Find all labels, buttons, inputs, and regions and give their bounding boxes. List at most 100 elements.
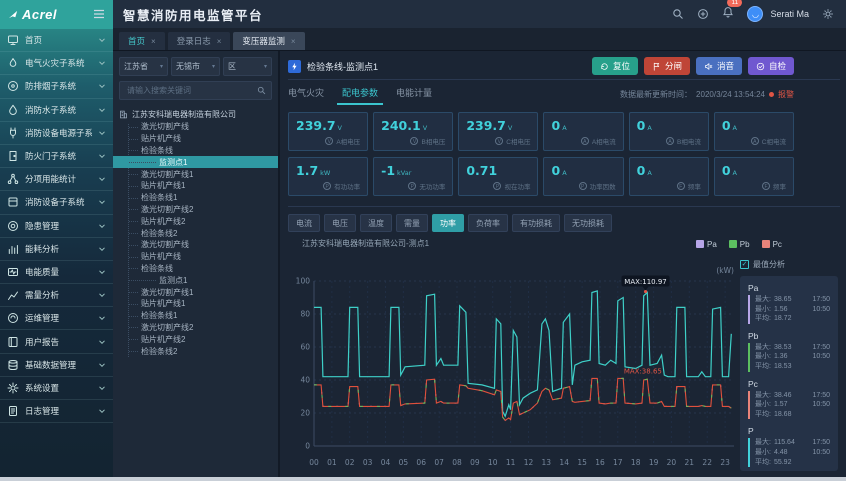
page-tab-label: 变压器监测	[242, 36, 285, 46]
tree-node-label: 检验条线1	[141, 311, 178, 321]
svg-text:09: 09	[470, 458, 480, 467]
metric-pill-0[interactable]: 电流	[288, 214, 320, 232]
tree-node-13[interactable]: 监测点1	[113, 274, 278, 286]
sidebar-item-hazard-mgmt[interactable]: 隐患管理	[0, 215, 113, 238]
sidebar-item-power-quality[interactable]: 电能质量	[0, 261, 113, 285]
share-icon	[7, 174, 19, 185]
city-select[interactable]: 无锡市 ▾	[171, 57, 220, 76]
param-tab-1[interactable]: 配电参数	[337, 86, 384, 105]
tree-node-19[interactable]: 检验条线2	[113, 345, 278, 357]
tree-connector	[129, 315, 138, 317]
alarm-label[interactable]: 报警	[778, 90, 794, 99]
menu-toggle-icon[interactable]	[93, 6, 105, 24]
tree-node-17[interactable]: 激光切割产线2	[113, 322, 278, 334]
avatar[interactable]: ◡	[747, 6, 764, 22]
tree-node-18[interactable]: 贴片机产线2	[113, 333, 278, 345]
metric-pill-6[interactable]: 有功损耗	[512, 214, 560, 232]
card-label: B相电流	[676, 139, 701, 146]
sidebar-item-label: 系统设置	[25, 382, 60, 393]
param-card-0: 239.7 V V A相电压	[288, 112, 369, 151]
stats-series-name: P	[748, 426, 754, 437]
tree-node-10[interactable]: 激光切割产线	[113, 239, 278, 251]
metric-pill-1[interactable]: 电压	[324, 214, 356, 232]
horizontal-scrollbar[interactable]	[0, 477, 846, 481]
max-min-analysis-checkbox[interactable]: ✓ 最值分析	[740, 259, 838, 270]
tree-node-5[interactable]: 贴片机产线1	[113, 180, 278, 192]
sidebar-item-user-report[interactable]: 用户报告	[0, 330, 113, 354]
sidebar-item-base-data-mgmt[interactable]: 基础数据管理	[0, 354, 113, 377]
page-tab-1[interactable]: 登录日志 ×	[167, 32, 231, 50]
sidebar-item-electrical-fire[interactable]: 电气火灾子系统	[0, 52, 113, 76]
tree-node-9[interactable]: 检验条线2	[113, 227, 278, 239]
metric-circle-icon: V	[495, 137, 504, 145]
sidebar-item-fire-water[interactable]: 消防水子系统	[0, 99, 113, 122]
tree-node-12[interactable]: 检验条线	[113, 263, 278, 275]
sidebar-item-sub-energy-stat[interactable]: 分项用能统计	[0, 168, 113, 192]
district-select[interactable]: 区 ▾	[223, 57, 272, 76]
page-tab-2[interactable]: 变压器监测 ×	[233, 32, 305, 50]
tree-node-7[interactable]: 激光切割产线2	[113, 204, 278, 216]
user-name[interactable]: Serati Ma	[770, 9, 809, 19]
settings-gear-icon[interactable]	[822, 8, 834, 20]
card-unit: A	[732, 124, 737, 132]
svg-text:20: 20	[300, 409, 310, 418]
metric-pill-3[interactable]: 需量	[396, 214, 428, 232]
sidebar-item-home[interactable]: 首页	[0, 29, 113, 53]
tree-node-1[interactable]: 贴片机产线	[113, 133, 278, 145]
metric-pill-2[interactable]: 温度	[360, 214, 392, 232]
page-tab-0[interactable]: 首页 ×	[119, 32, 165, 50]
param-tab-0[interactable]: 电气火灾	[288, 88, 325, 98]
metric-pill-7[interactable]: 无功损耗	[564, 214, 612, 232]
province-select[interactable]: 江苏省 ▾	[119, 57, 168, 76]
param-tab-2[interactable]: 电能计量	[396, 88, 433, 98]
sidebar-item-fire-equipment-power[interactable]: 消防设备电源子系统	[0, 122, 113, 145]
tree-node-6[interactable]: 检验条线1	[113, 192, 278, 204]
power-line-chart[interactable]: 00 01 02 03 04 05 06 07 08 09 10 11 12 13 14 15 16 17 18 19…	[288, 249, 740, 474]
tree-node-4[interactable]: 激光切割产线1	[113, 168, 278, 180]
sidebar-item-log-mgmt[interactable]: 日志管理	[0, 400, 113, 424]
tree-search	[119, 81, 272, 100]
tree-node-2[interactable]: 检验条线	[113, 145, 278, 157]
tree-node-16[interactable]: 检验条线1	[113, 310, 278, 322]
plus-circle-icon[interactable]	[697, 8, 709, 20]
sidebar-item-system-settings[interactable]: 系统设置	[0, 377, 113, 400]
stats-row: 平均: 18.68	[755, 410, 792, 418]
tree-search-input[interactable]	[125, 85, 254, 96]
tree-root-company[interactable]: 江苏安科瑞电器制造有限公司	[113, 108, 278, 121]
legend-item-Pc[interactable]: Pc	[761, 240, 782, 249]
sidebar-item-demand-analysis[interactable]: 需量分析	[0, 284, 113, 308]
search-icon[interactable]	[672, 8, 684, 20]
tree-node-14[interactable]: 激光切割产线1	[113, 286, 278, 298]
svg-text:(kW): (kW)	[716, 266, 734, 275]
svg-text:14: 14	[559, 458, 569, 467]
legend-item-Pa[interactable]: Pa	[696, 240, 717, 249]
notifications-bell[interactable]: 11	[722, 0, 743, 23]
tab-close-icon[interactable]: ×	[151, 36, 156, 46]
tree-node-8[interactable]: 贴片机产线2	[113, 215, 278, 227]
tab-close-icon[interactable]: ×	[290, 36, 296, 46]
legend-swatch	[728, 240, 737, 248]
sidebar-item-smoke-control[interactable]: 防排烟子系统	[0, 75, 113, 99]
sidebar-item-label: 首页	[25, 35, 43, 46]
tab-close-icon[interactable]: ×	[216, 36, 222, 46]
tree-node-3[interactable]: 监测点1	[113, 156, 278, 169]
tree-node-15[interactable]: 贴片机产线1	[113, 298, 278, 310]
metric-circle-icon: P	[578, 182, 587, 190]
self-test-button[interactable]: 自检	[747, 57, 794, 75]
tree-node-0[interactable]: 激光切割产线	[113, 121, 278, 133]
mute-button[interactable]: 消音	[695, 57, 742, 75]
sidebar-item-fire-door[interactable]: 防火门子系统	[0, 145, 113, 169]
metric-pill-4[interactable]: 功率	[432, 214, 464, 232]
search-icon[interactable]	[257, 86, 266, 95]
metric-pill-5[interactable]: 负荷率	[468, 214, 508, 232]
metric-circle-icon: A	[665, 137, 674, 145]
sidebar-item-fire-device[interactable]: 消防设备子系统	[0, 191, 113, 215]
tree-connector	[129, 244, 138, 246]
tree-connector	[129, 280, 156, 282]
open-breaker-button[interactable]: 分闸	[643, 57, 690, 75]
sidebar-item-ops-mgmt[interactable]: 运维管理	[0, 307, 113, 331]
tree-node-11[interactable]: 贴片机产线	[113, 251, 278, 263]
legend-item-Pb[interactable]: Pb	[728, 240, 750, 249]
reset-button[interactable]: 复位	[591, 57, 638, 75]
sidebar-item-energy-analysis[interactable]: 能耗分析	[0, 238, 113, 261]
